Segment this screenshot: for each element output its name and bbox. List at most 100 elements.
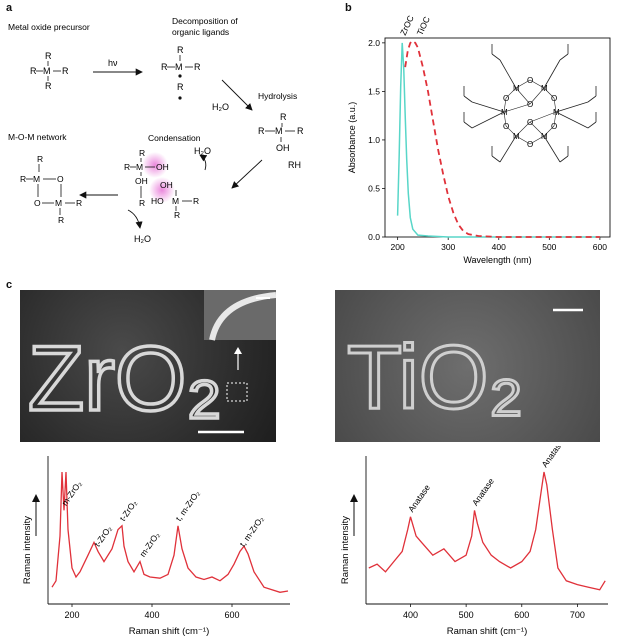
arrow-hydrolysis [221,79,253,111]
svg-text:R: R [45,51,52,61]
x-tick-label: 400 [144,610,159,620]
cluster-bond [529,121,545,137]
cluster-bond [529,135,545,145]
svg-text:R: R [37,154,43,164]
raman-spectrum-line [51,471,289,593]
svg-text:R: R [45,81,52,91]
peak-annotation: t-ZrO₂ [117,498,138,523]
hv-label: hν [108,58,118,68]
x-tick-label: 400 [492,242,506,252]
decomposition-title-2: organic ligands [172,27,229,37]
cluster-bond [503,97,507,113]
water-label-2: H₂O [194,146,211,156]
svg-text:O: O [34,198,41,208]
methacrylate-arm [543,59,561,89]
svg-text:OH: OH [160,180,173,190]
reaction-scheme: Metal oxide precursor Decomposition of o… [8,16,304,244]
peak-annotation: Anatase [539,446,565,469]
x-tick-label: 300 [441,242,455,252]
svg-text:M: M [136,162,143,172]
methacrylate-arm [499,135,517,163]
methacrylate-arm [491,53,501,61]
rh-label: RH [288,160,301,170]
svg-text:OH: OH [135,176,148,186]
peak-annotation: Anatase [470,476,496,508]
cluster-oxygen: O [527,140,533,149]
radical-molecule: R R M R R [161,45,201,100]
svg-text:R: R [30,66,37,76]
water-label-3: H₂O [134,234,151,244]
water-out-arrow-1 [199,154,208,171]
cluster-oxygen: O [527,76,533,85]
water-out-arrow-2 [127,209,143,229]
mom-title: M-O-M network [8,132,67,142]
svg-text:O: O [57,174,64,184]
cluster-bond [553,111,557,127]
methacrylate-arm [559,53,569,61]
svg-text:R: R [139,198,145,208]
x-tick-label: 200 [64,610,79,620]
zro2-pattern-text: ZrO₂ [28,328,222,430]
plot-frame [384,37,611,238]
methacrylate-arm [491,155,501,163]
y-tick-label: 1.0 [368,135,380,145]
cluster-oxygen: O [551,122,557,131]
series-zroc-line [396,42,600,238]
condensation-dimer: R R M OH OH R OH HO M R R [124,148,199,220]
cluster-bond [505,87,517,99]
cluster-bond [529,111,557,123]
y-axis-label: Raman intensity [22,516,33,584]
cluster-bond [529,79,545,89]
x-axis-label: Wavelength (nm) [463,255,531,265]
x-axis-label: Raman shift (cm⁻¹) [447,626,528,636]
svg-text:R: R [280,112,287,122]
water-label-1: H₂O [212,102,229,112]
inset-region-box [226,382,248,402]
panel-label-a: a [6,2,13,14]
cluster-bond [515,87,531,105]
peak-annotation: t, m-ZrO₂ [237,514,265,548]
oxo-cluster-molecule: MMMMMMOOOOOOOO [463,44,597,163]
condensation-label: Condensation [148,133,201,143]
cluster-bond [553,97,557,113]
legend-zroc: ZrOC [398,14,416,37]
hydrolysis-label: Hydrolysis [258,91,297,101]
methacrylate-arm [463,95,473,103]
methacrylate-arm [587,121,597,129]
x-tick-label: 500 [459,610,474,620]
peak-annotation: t-ZrO₂ [92,524,113,549]
legend-tioc: TiOC [415,15,432,37]
methacrylate-arm [543,135,561,163]
x-tick-label: 600 [593,242,607,252]
y-tick-label: 0.5 [368,183,380,193]
methacrylate-arm [555,101,589,113]
decomposition-title-1: Decomposition of [172,16,238,26]
cluster-bond [505,125,517,137]
svg-text:M: M [43,66,51,76]
methacrylate-arm [471,111,505,129]
panel-label-c: c [6,279,13,291]
cluster-bond [503,103,531,113]
x-tick-label: 600 [514,610,529,620]
methacrylate-arm [555,111,589,129]
absorbance-chart: 200 300 400 500 600 0.0 0.5 1.0 1.5 2.0 Wavelength… [347,14,611,265]
svg-text:R: R [161,62,168,72]
cluster-bond [515,79,531,89]
svg-text:OH: OH [276,143,290,153]
x-tick-label: 600 [224,610,239,620]
peak-annotation: Anatase [406,482,432,514]
cluster-bond [529,87,545,105]
svg-text:M: M [172,196,179,206]
methacrylate-arm [471,101,505,113]
hydrolysed-molecule: R R M R OH [258,112,304,153]
svg-text:R: R [174,210,180,220]
mom-network: R R M O O M R R [20,154,82,225]
methacrylate-arm [559,155,569,163]
raman-zro2-chart: 200 400 600 Raman shift (cm⁻¹) Raman intensi… [22,456,290,636]
cluster-bond [543,125,555,137]
peak-annotation: m-ZrO₂ [137,530,161,559]
raman-tio2-chart: 400 500 600 700 Raman shift (cm⁻¹) Raman inte… [340,446,608,636]
svg-text:M: M [175,62,183,72]
svg-text:R: R [258,126,265,136]
series-tioc-line [404,39,600,238]
